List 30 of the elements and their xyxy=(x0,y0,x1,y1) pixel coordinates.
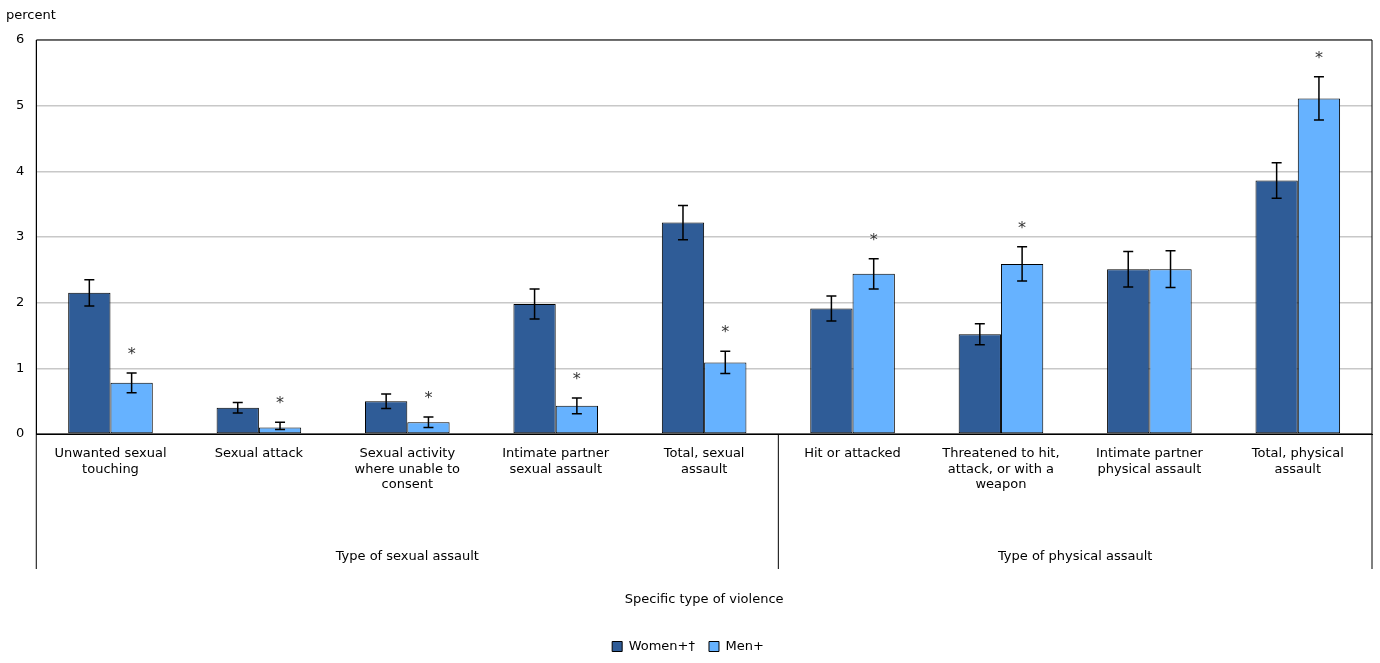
x-tick-label: Total, physical assault xyxy=(1250,445,1344,476)
annotation: * xyxy=(721,322,730,342)
y-tick-label: 6 xyxy=(15,31,25,47)
text: Type of physical assault xyxy=(996,548,1153,564)
y-axis-title: percent xyxy=(6,7,56,23)
text: Specific type of violence xyxy=(624,591,784,607)
x-tick-label: Unwanted sexual touching xyxy=(54,445,167,476)
x-tick-label: Sexual attack xyxy=(214,445,304,461)
x-tick-label: Sexual activity where unable to consent xyxy=(354,445,461,492)
annotation: * xyxy=(1314,47,1323,67)
annotation: * xyxy=(572,369,581,389)
x-tick-label: Threatened to hit, attack, or with a weapon xyxy=(941,445,1060,492)
y-tick-label: 1 xyxy=(15,359,25,375)
annotation: * xyxy=(127,344,136,364)
x-tick-label: Hit or attacked xyxy=(804,445,901,461)
legend-label: Women+† xyxy=(628,637,696,653)
annotation: * xyxy=(276,393,285,413)
annotation: * xyxy=(869,229,878,249)
x-tick-label: Intimate partner physical assault xyxy=(1095,445,1204,476)
y-tick-label: 5 xyxy=(15,97,25,113)
x-tick-label: Intimate partner sexual assault xyxy=(502,445,610,476)
y-tick-label: 2 xyxy=(15,294,25,310)
y-tick-label: 0 xyxy=(15,425,25,441)
y-tick-label: 4 xyxy=(15,162,25,178)
annotation: * xyxy=(424,388,433,408)
text: Type of sexual assault xyxy=(334,548,479,564)
y-tick-label: 3 xyxy=(15,228,25,244)
x-tick-label: Total, sexual assault xyxy=(662,445,745,476)
legend-label: Men+ xyxy=(725,637,764,653)
annotation: * xyxy=(1018,218,1027,238)
